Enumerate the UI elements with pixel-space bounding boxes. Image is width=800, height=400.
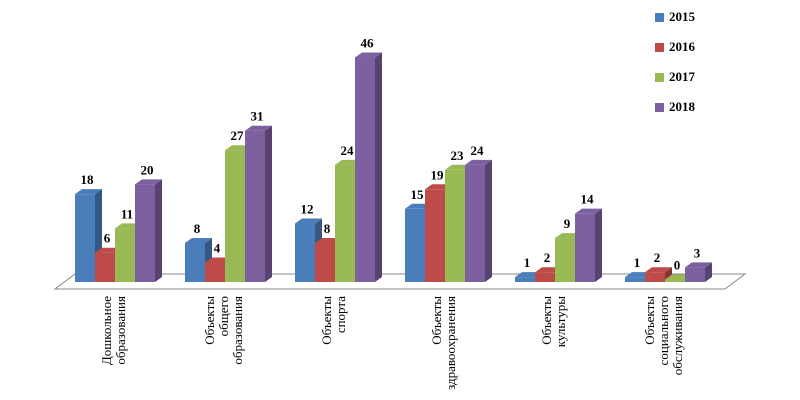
- legend-swatch: [655, 12, 664, 22]
- category-label-line: образования: [230, 296, 245, 365]
- category-label-line: социального: [656, 296, 671, 365]
- legend-item-2018: 2018: [655, 92, 795, 122]
- category-label-1: Объекты общего образования: [202, 296, 245, 365]
- category-label-0: Дошкольное образования: [99, 296, 128, 365]
- data-label-2018-3: 24: [471, 143, 485, 158]
- data-label-2018-0: 20: [141, 162, 154, 177]
- data-label-2015-3: 15: [411, 187, 425, 202]
- data-label-2017-1: 27: [231, 128, 245, 143]
- category-label-line: обслуживания: [670, 296, 685, 375]
- legend-swatch: [655, 42, 664, 52]
- data-label-2017-4: 9: [564, 216, 571, 231]
- bar-2018-5: [685, 262, 712, 282]
- data-label-2018-2: 46: [361, 36, 375, 51]
- data-label-2015-0: 18: [81, 172, 95, 187]
- data-label-2017-5: 0: [674, 258, 681, 273]
- category-label-4: Объекты культуры: [539, 296, 568, 347]
- data-label-2015-1: 8: [194, 221, 201, 236]
- category-label-line: Дошкольное: [99, 296, 114, 365]
- data-label-2017-2: 24: [341, 143, 355, 158]
- category-label-line: Объекты: [539, 296, 554, 345]
- data-label-2017-3: 23: [451, 148, 465, 163]
- data-label-2016-4: 2: [544, 250, 551, 265]
- category-label-line: Объекты: [642, 296, 657, 345]
- category-label-line: Объекты: [319, 296, 334, 345]
- bar-2018-1: [245, 125, 272, 282]
- legend-label: 2017: [669, 69, 695, 84]
- category-label-5: Объекты социального обслуживания: [642, 296, 685, 376]
- legend-label: 2015: [669, 9, 695, 24]
- legend-item-2015: 2015: [655, 2, 795, 32]
- category-label-line: общего: [216, 296, 231, 336]
- chart-legend: 2015 2016 2017 2018: [655, 2, 795, 122]
- legend-item-2017: 2017: [655, 62, 795, 92]
- legend-label: 2016: [669, 39, 695, 54]
- category-label-line: спорта: [333, 296, 348, 333]
- category-labels-group: Дошкольное образования Объекты общего образо…: [99, 296, 685, 390]
- category-label-line: культуры: [553, 296, 568, 347]
- category-label-line: образования: [113, 296, 128, 365]
- data-label-2018-1: 31: [251, 109, 264, 124]
- bars-group: [75, 52, 712, 282]
- data-label-2018-4: 14: [581, 192, 595, 207]
- data-label-2018-5: 3: [694, 245, 701, 260]
- category-label-2: Объекты спорта: [319, 296, 348, 345]
- data-label-2015-4: 1: [524, 255, 531, 270]
- category-label-line: здравоохранения: [443, 296, 458, 390]
- category-label-3: Объекты здравоохранения: [429, 296, 458, 390]
- data-label-2017-0: 11: [121, 206, 133, 221]
- bar-2018-2: [355, 52, 382, 282]
- legend-item-2016: 2016: [655, 32, 795, 62]
- legend-label: 2018: [669, 99, 695, 114]
- data-label-2015-5: 1: [634, 255, 641, 270]
- data-label-2015-2: 12: [301, 201, 314, 216]
- data-label-2016-5: 2: [654, 250, 661, 265]
- data-label-2016-2: 8: [324, 221, 331, 236]
- legend-swatch: [655, 72, 664, 82]
- data-label-2016-1: 4: [214, 240, 221, 255]
- bar-2018-0: [135, 179, 162, 282]
- category-label-line: Объекты: [429, 296, 444, 345]
- bar-2018-3: [465, 159, 492, 282]
- bar-2018-4: [575, 208, 602, 282]
- legend-swatch: [655, 102, 664, 112]
- data-label-2016-3: 19: [431, 167, 445, 182]
- category-label-line: Объекты: [202, 296, 217, 345]
- data-label-2016-0: 6: [104, 231, 111, 246]
